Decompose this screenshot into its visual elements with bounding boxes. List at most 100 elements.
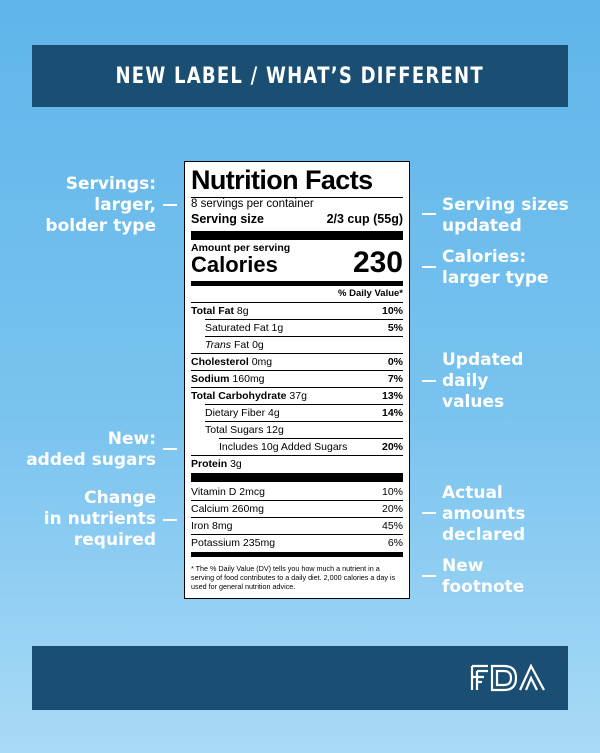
nutrient-amount: 160mg [232,373,265,385]
nutrient-amount: 3g [230,458,242,470]
nutrient-row: Cholesterol 0mg 0% [191,353,403,370]
annotation-line: Actual [442,483,503,503]
nutrient-name: Includes 10g Added Sugars [219,441,348,453]
nutrition-facts-label: Nutrition Facts 8 servings per container… [184,161,410,599]
annotation-calories: Calories: larger type [442,247,549,289]
annotation-line: New [442,556,484,576]
nutrient-row: Includes 10g Added Sugars 20% [219,438,403,455]
nutrient-amount: 12g [266,424,284,436]
nutrient-amount: 4g [268,407,280,419]
nutrient-name: Trans [205,339,232,351]
annotation-connector [422,380,436,382]
nutrient-row: Total Sugars 12g [205,421,403,438]
nutrient-amount: 8g [236,305,249,317]
vitamin-row: Vitamin D 2mcg 10% [191,483,403,500]
nutrient-name: Total Fat [191,305,234,317]
amount-per-serving: Amount per serving [191,242,291,254]
nutrient-row: Sodium 160mg 7% [191,370,403,387]
nutrient-name: Sodium [191,373,230,385]
annotation-line: bolder type [45,216,156,236]
annotation-connector [422,512,436,514]
annotation-line: declared [442,525,526,545]
annotation-connector [422,266,436,268]
nutrient-amount: 0mg [251,356,273,368]
header-banner: NEW LABEL / WHAT’S DIFFERENT [32,45,568,107]
thick-divider [191,473,403,482]
annotation-connector [422,575,436,577]
fda-logo-icon [470,663,545,692]
annotation-line: Calories: [442,247,527,267]
vitamin-row: Calcium 260mg 20% [191,500,403,517]
vitamin-name: Calcium 260mg [191,503,264,515]
annotation-actual-amounts: Actual amounts declared [442,483,525,546]
annotation-line: Updated [442,350,524,370]
annotation-line: larger type [442,268,549,288]
label-footnote: * The % Daily Value (DV) tells you how m… [191,564,396,591]
annotation-line: Servings: [65,174,156,194]
page-title: NEW LABEL / WHAT’S DIFFERENT [115,63,485,89]
nutrient-amount: 37g [289,390,307,402]
vitamin-dv: 10% [381,485,403,498]
label-title: Nutrition Facts [191,165,373,195]
annotation-line: footnote [442,577,525,597]
annotation-connector [163,448,177,450]
nutrient-dv: 0% [387,356,403,368]
annotation-line: in nutrients [43,509,156,529]
nutrient-name: Total Sugars [205,424,264,436]
annotation-line: added sugars [26,450,156,470]
thick-divider [191,231,403,240]
annotation-connector [163,519,177,521]
medium-divider [191,552,403,557]
annotation-nutrients-required: Change in nutrients required [44,488,156,551]
annotation-line: Change [84,488,156,508]
annotation-line: Serving sizes [442,195,569,215]
daily-value-header: % Daily Value* [338,288,403,299]
annotation-line: amounts [442,504,526,524]
vitamin-name: Vitamin D 2mcg [191,485,265,498]
nutrient-row: Total Fat 8g 10% [191,302,403,319]
nutrient-dv: 7% [387,373,403,385]
nutrient-amount: 1g [271,322,284,334]
divider [191,197,403,198]
annotation-footnote: New footnote [442,556,524,598]
annotation-connector [163,204,177,206]
servings-per-container: 8 servings per container [191,198,314,210]
calories-value: 230 [352,246,403,279]
annotation-line: values [442,392,505,412]
serving-size-label: Serving size [191,212,264,226]
annotation-serving-sizes: Serving sizes updated [442,195,569,237]
calories-label: Calories [191,252,278,277]
vitamin-name: Iron 8mg [191,520,233,532]
annotation-line: required [73,530,156,550]
annotation-servings: Servings: larger, bolder type [45,174,156,237]
nutrient-name: Cholesterol [191,356,249,368]
annotation-line: daily [442,371,489,391]
annotation-added-sugars: New: added sugars [26,429,156,471]
annotation-connector [422,213,436,215]
nutrient-name: Total Carbohydrate [191,390,287,402]
nutrient-row: Total Carbohydrate 37g 13% [191,387,403,404]
nutrient-row: Dietary Fiber 4g 14% [205,404,403,421]
nutrient-dv: 10% [381,305,403,317]
nutrient-name: Saturated Fat [205,322,269,334]
vitamin-row: Potassium 235mg 6% [191,534,403,551]
nutrient-dv: 5% [387,322,403,334]
vitamin-row: Iron 8mg 45% [191,517,403,534]
vitamin-dv: 45% [381,520,403,532]
nutrient-dv: 14% [381,407,403,419]
nutrient-row: Protein 3g [191,455,403,472]
vitamin-dv: 6% [387,537,403,549]
annotation-line: larger, [94,195,156,215]
serving-size-value: 2/3 cup (55g) [326,212,403,226]
nutrient-amount: Fat 0g [233,339,264,351]
vitamin-dv: 20% [381,503,403,515]
nutrient-dv: 13% [381,390,403,402]
medium-divider [191,281,403,286]
nutrient-row: Saturated Fat 1g 5% [205,319,403,336]
nutrient-dv: 20% [381,441,403,453]
annotation-line: New: [107,429,156,449]
annotation-daily-values: Updated daily values [442,350,523,413]
nutrient-name: Dietary Fiber [205,407,266,419]
footer-banner [32,646,568,710]
nutrient-name: Protein [191,458,228,470]
